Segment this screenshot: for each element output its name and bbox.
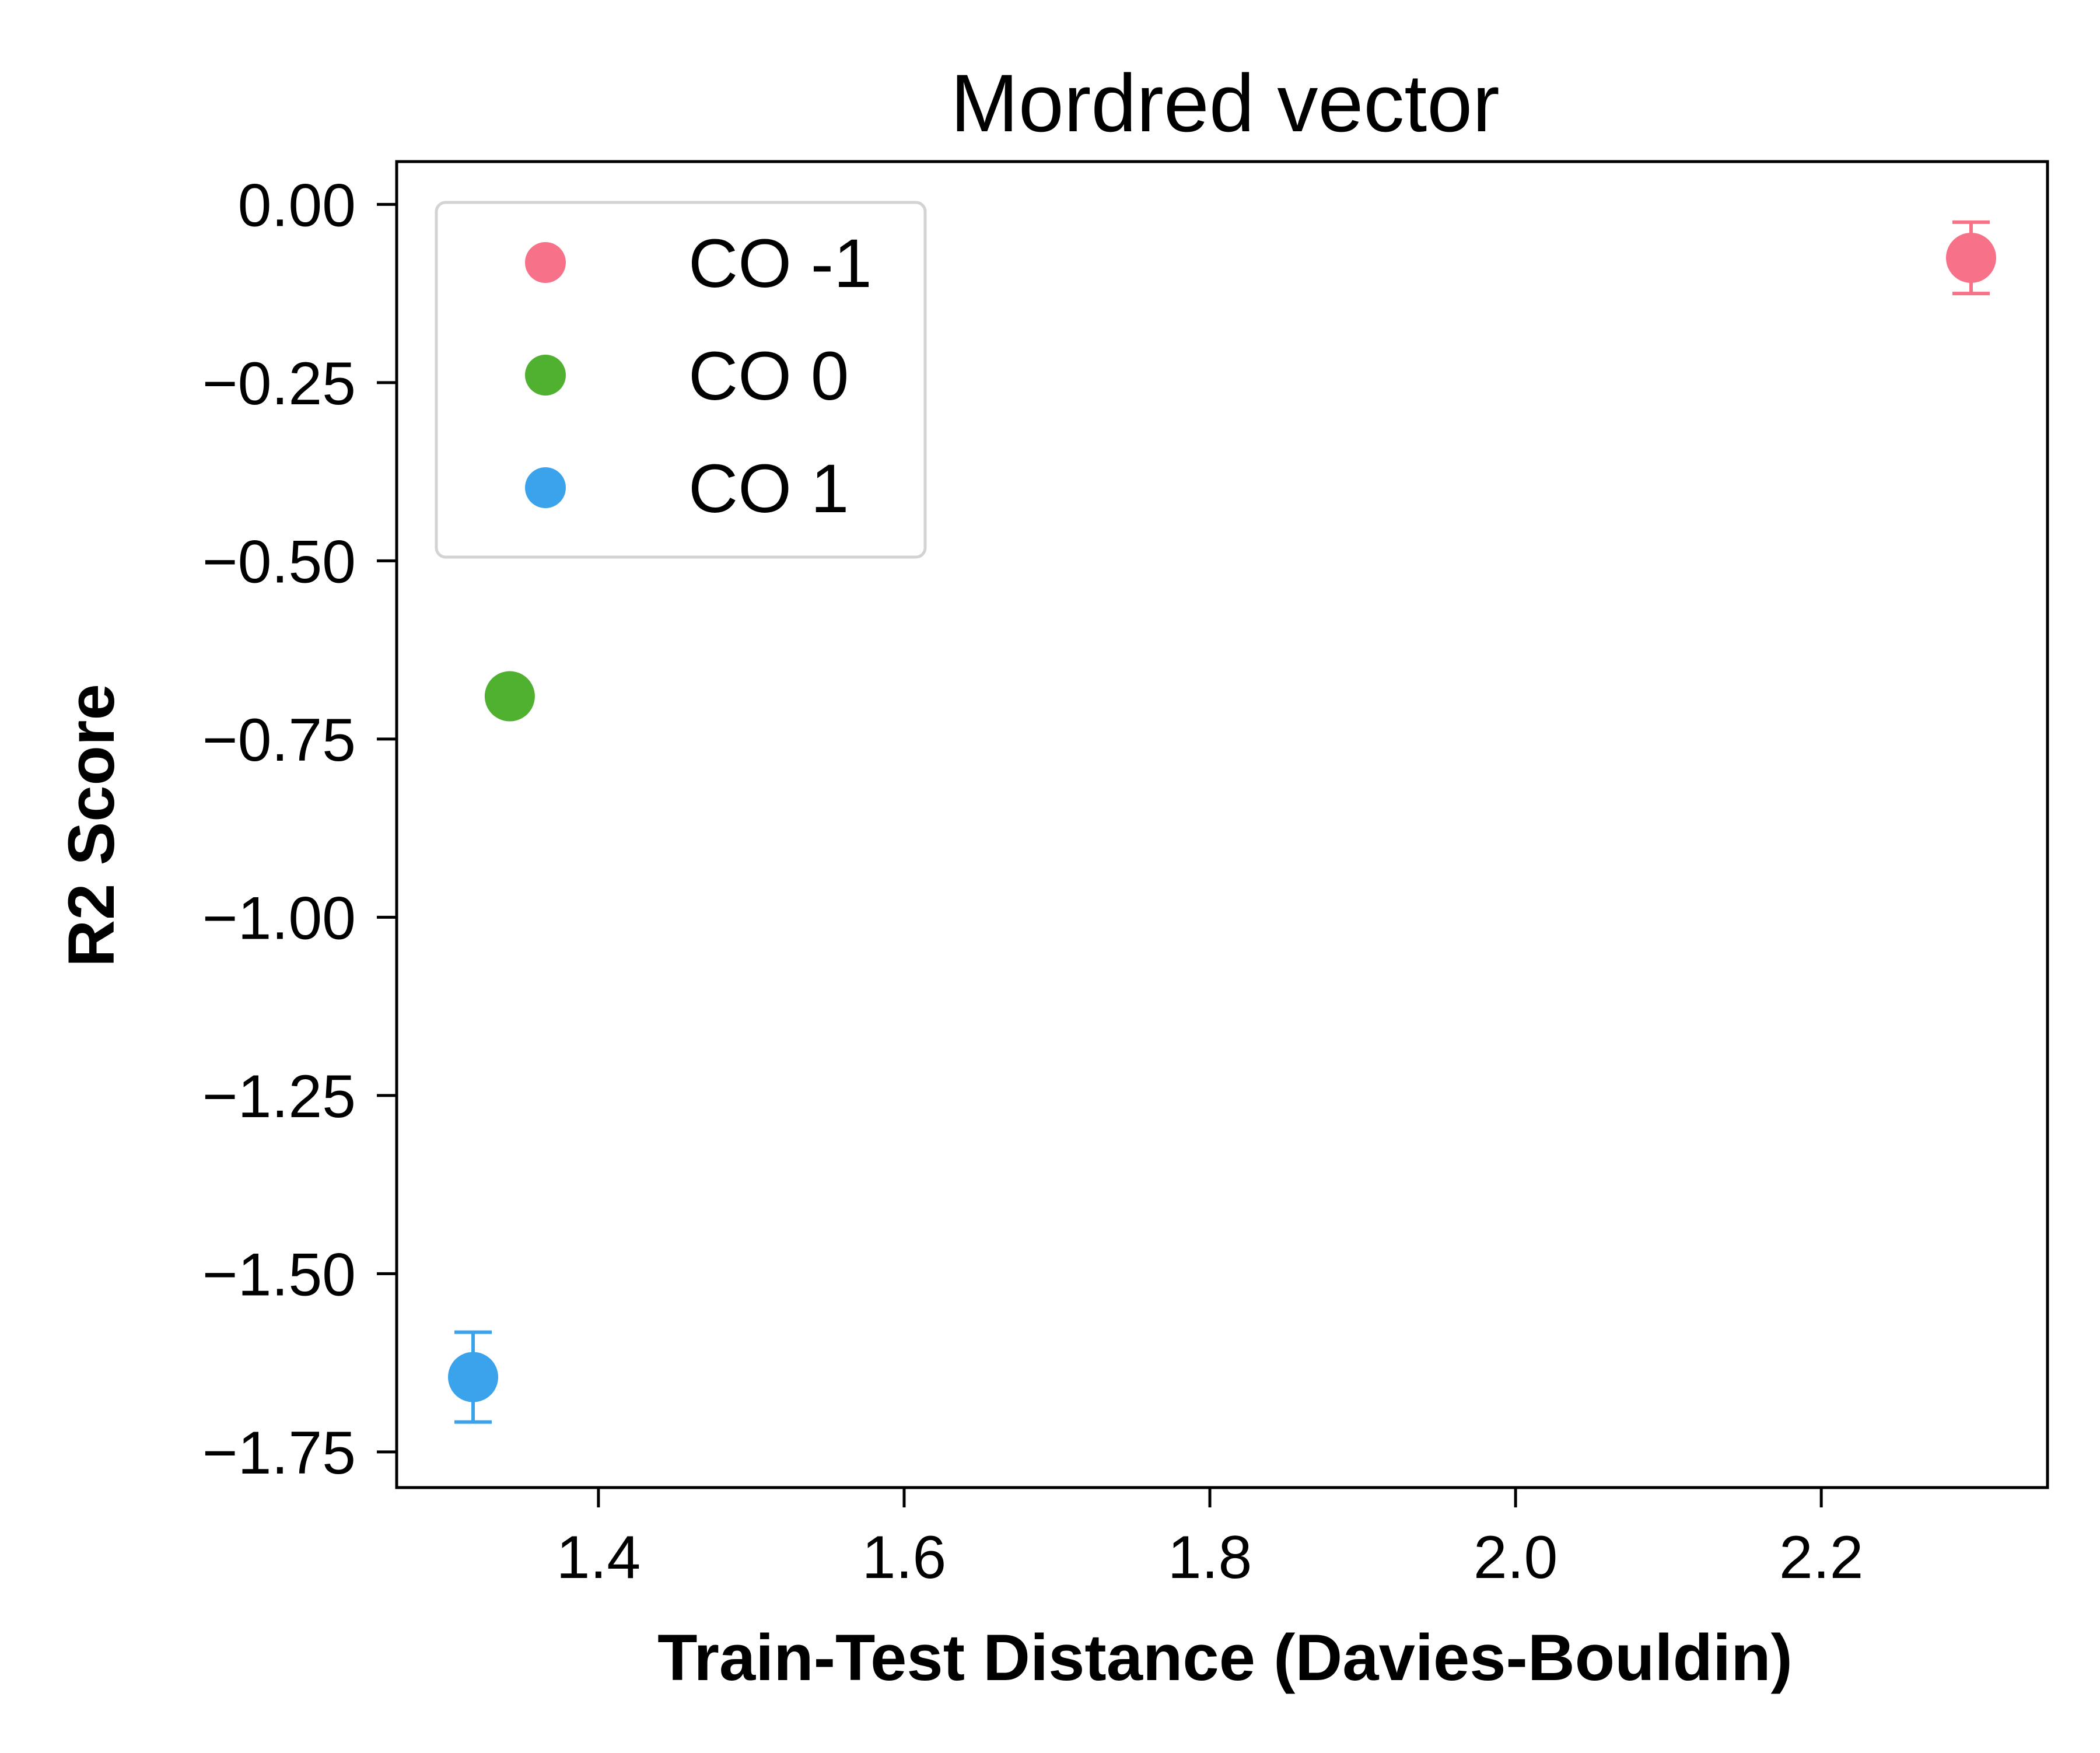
y-tick-label: −0.75 bbox=[202, 706, 356, 774]
plot-frame bbox=[395, 160, 2049, 1489]
data-point bbox=[1945, 232, 1996, 283]
chart-title: Mordred vector bbox=[950, 57, 1499, 149]
x-tick-label: 1.6 bbox=[862, 1524, 947, 1591]
x-axis-ticks: 1.4 1.6 1.8 2.0 2.2 bbox=[556, 1488, 1864, 1591]
x-axis-label: Train-Test Distance (Davies-Bouldin) bbox=[657, 1621, 1793, 1694]
series-2-group bbox=[448, 1330, 499, 1424]
legend-marker bbox=[525, 467, 566, 508]
legend-label: CO -1 bbox=[688, 225, 872, 302]
y-tick-label: −0.50 bbox=[202, 528, 356, 596]
legend-label: CO 0 bbox=[688, 338, 849, 415]
legend-label: CO 1 bbox=[688, 450, 849, 527]
x-tick-label: 1.4 bbox=[556, 1524, 641, 1591]
y-axis-ticks: 0.00 −0.25 −0.50 −0.75 −1.00 −1.25 −1.50 −1.75 bbox=[202, 172, 397, 1487]
legend-marker bbox=[525, 242, 566, 283]
y-tick-label: −1.50 bbox=[202, 1241, 356, 1308]
y-tick-label: 0.00 bbox=[238, 172, 356, 239]
y-tick-label: −1.75 bbox=[202, 1419, 356, 1487]
legend-box bbox=[435, 201, 927, 559]
legend: CO -1 CO 0 CO 1 bbox=[435, 201, 927, 559]
data-point bbox=[448, 1352, 499, 1402]
y-axis-label: R2 Score bbox=[55, 684, 128, 967]
x-tick-label: 1.8 bbox=[1168, 1524, 1252, 1591]
data-points bbox=[448, 220, 1996, 1424]
y-tick-label: −1.25 bbox=[202, 1063, 356, 1131]
y-tick-label: −1.00 bbox=[202, 884, 356, 952]
series-0-group bbox=[1945, 220, 1996, 296]
legend-marker bbox=[525, 355, 566, 396]
y-tick-label: −0.25 bbox=[202, 350, 356, 418]
data-point bbox=[484, 671, 535, 722]
x-tick-label: 2.2 bbox=[1779, 1524, 1864, 1591]
x-tick-label: 2.0 bbox=[1474, 1524, 1558, 1591]
series-1-group bbox=[484, 671, 535, 722]
